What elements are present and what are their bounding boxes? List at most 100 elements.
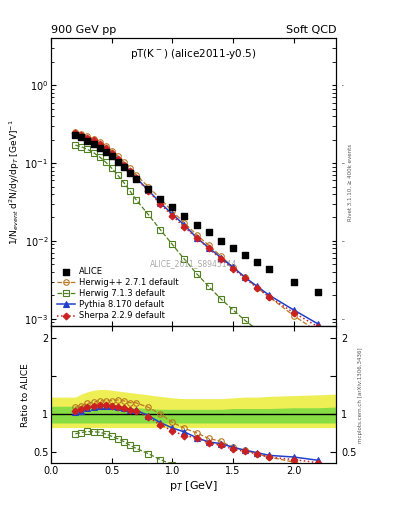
- Sherpa 2.2.9 default: [243, 275, 248, 282]
- Herwig++ 2.7.1 default: [103, 143, 108, 150]
- Sherpa 2.2.9 default: [134, 175, 138, 181]
- Pythia 8.170 default: [206, 245, 211, 251]
- ALICE: [193, 221, 200, 229]
- Pythia 8.170 default: [194, 234, 199, 241]
- Herwig 7.1.3 default: [170, 241, 175, 247]
- Herwig 7.1.3 default: [146, 211, 151, 217]
- ALICE: [169, 203, 176, 211]
- Pythia 8.170 default: [231, 264, 235, 270]
- Pythia 8.170 default: [103, 145, 108, 152]
- ALICE: [206, 228, 212, 236]
- Herwig++ 2.7.1 default: [109, 148, 114, 154]
- Herwig++ 2.7.1 default: [146, 183, 151, 189]
- ALICE: [90, 139, 97, 147]
- Pythia 8.170 default: [73, 131, 78, 137]
- Herwig 7.1.3 default: [128, 188, 132, 194]
- Sherpa 2.2.9 default: [109, 150, 114, 156]
- Pythia 8.170 default: [291, 307, 296, 313]
- Herwig++ 2.7.1 default: [194, 231, 199, 238]
- Sherpa 2.2.9 default: [291, 309, 296, 315]
- Pythia 8.170 default: [91, 138, 96, 144]
- ALICE: [96, 143, 103, 152]
- Sherpa 2.2.9 default: [158, 201, 163, 207]
- Herwig++ 2.7.1 default: [206, 242, 211, 248]
- Text: pT(K$^-$) (alice2011-y0.5): pT(K$^-$) (alice2011-y0.5): [130, 47, 257, 61]
- ALICE: [157, 195, 163, 203]
- Text: Soft QCD: Soft QCD: [286, 25, 336, 35]
- Herwig++ 2.7.1 default: [128, 165, 132, 171]
- Herwig++ 2.7.1 default: [291, 312, 296, 318]
- Herwig 7.1.3 default: [134, 197, 138, 203]
- Herwig 7.1.3 default: [231, 307, 235, 313]
- Pythia 8.170 default: [85, 135, 90, 141]
- ALICE: [315, 288, 321, 296]
- Line: Herwig 7.1.3 default: Herwig 7.1.3 default: [73, 142, 321, 373]
- Herwig 7.1.3 default: [109, 165, 114, 171]
- Herwig 7.1.3 default: [206, 283, 211, 289]
- Herwig 7.1.3 default: [97, 154, 102, 160]
- Herwig++ 2.7.1 default: [170, 208, 175, 215]
- ALICE: [145, 185, 151, 194]
- ALICE: [103, 147, 109, 156]
- Y-axis label: mcplots.cern.ch [arXiv:1306.3436]: mcplots.cern.ch [arXiv:1306.3436]: [358, 347, 363, 443]
- Sherpa 2.2.9 default: [219, 255, 223, 262]
- Herwig 7.1.3 default: [316, 367, 320, 373]
- Herwig 7.1.3 default: [194, 270, 199, 276]
- Pythia 8.170 default: [182, 222, 187, 228]
- Pythia 8.170 default: [316, 321, 320, 327]
- Sherpa 2.2.9 default: [116, 156, 120, 162]
- ALICE: [127, 169, 133, 177]
- Herwig 7.1.3 default: [79, 144, 84, 150]
- Herwig 7.1.3 default: [103, 159, 108, 165]
- ALICE: [218, 237, 224, 245]
- Sherpa 2.2.9 default: [231, 266, 235, 272]
- Herwig 7.1.3 default: [85, 146, 90, 153]
- Y-axis label: 1/N$_{event}$ d$^{2}$N/dy/dp$_{T}$ [GeV]$^{-1}$: 1/N$_{event}$ d$^{2}$N/dy/dp$_{T}$ [GeV]…: [7, 120, 22, 245]
- Herwig 7.1.3 default: [255, 327, 259, 333]
- Herwig 7.1.3 default: [121, 180, 126, 186]
- Text: 900 GeV pp: 900 GeV pp: [51, 25, 116, 35]
- Sherpa 2.2.9 default: [316, 324, 320, 330]
- Herwig++ 2.7.1 default: [73, 129, 78, 135]
- Sherpa 2.2.9 default: [85, 135, 90, 141]
- Herwig++ 2.7.1 default: [219, 253, 223, 259]
- Sherpa 2.2.9 default: [170, 213, 175, 219]
- ALICE: [78, 133, 84, 141]
- ALICE: [121, 163, 127, 172]
- Pythia 8.170 default: [146, 187, 151, 193]
- Sherpa 2.2.9 default: [97, 141, 102, 147]
- Y-axis label: Ratio to ALICE: Ratio to ALICE: [21, 363, 30, 426]
- Sherpa 2.2.9 default: [194, 234, 199, 241]
- Herwig 7.1.3 default: [182, 256, 187, 262]
- Y-axis label: Rivet 3.1.10, ≥ 400k events: Rivet 3.1.10, ≥ 400k events: [347, 144, 353, 221]
- Pythia 8.170 default: [255, 283, 259, 289]
- Herwig++ 2.7.1 default: [91, 136, 96, 142]
- Line: Herwig++ 2.7.1 default: Herwig++ 2.7.1 default: [73, 130, 321, 334]
- Herwig++ 2.7.1 default: [316, 329, 320, 335]
- Sherpa 2.2.9 default: [121, 162, 126, 168]
- Text: ALICE_2011_S8945144: ALICE_2011_S8945144: [150, 259, 237, 268]
- ALICE: [181, 212, 187, 220]
- Herwig++ 2.7.1 default: [116, 153, 120, 159]
- Herwig 7.1.3 default: [243, 317, 248, 324]
- Pythia 8.170 default: [219, 254, 223, 261]
- Herwig++ 2.7.1 default: [182, 220, 187, 226]
- ALICE: [242, 251, 248, 260]
- Pythia 8.170 default: [134, 175, 138, 181]
- ALICE: [133, 175, 139, 183]
- Pythia 8.170 default: [79, 133, 84, 139]
- ALICE: [108, 152, 115, 160]
- Line: Sherpa 2.2.9 default: Sherpa 2.2.9 default: [73, 131, 320, 329]
- Pythia 8.170 default: [97, 141, 102, 147]
- Pythia 8.170 default: [121, 162, 126, 168]
- Herwig 7.1.3 default: [73, 142, 78, 148]
- Herwig++ 2.7.1 default: [134, 172, 138, 178]
- Sherpa 2.2.9 default: [79, 132, 84, 138]
- Line: Pythia 8.170 default: Pythia 8.170 default: [73, 132, 321, 327]
- ALICE: [290, 278, 297, 286]
- Herwig 7.1.3 default: [291, 351, 296, 357]
- Sherpa 2.2.9 default: [146, 188, 151, 194]
- Herwig++ 2.7.1 default: [255, 285, 259, 291]
- Pythia 8.170 default: [243, 274, 248, 281]
- ALICE: [72, 131, 79, 139]
